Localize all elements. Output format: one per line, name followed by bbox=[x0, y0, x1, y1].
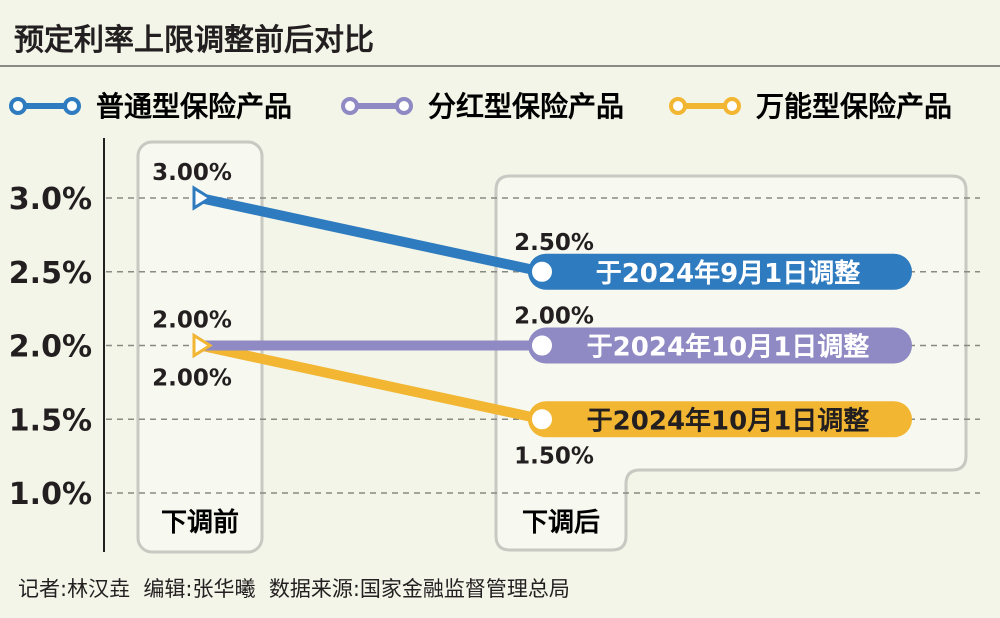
legend-label-universal: 万能型保险产品 bbox=[756, 90, 952, 123]
series-note-pill-0 bbox=[528, 253, 912, 290]
series-note-text-0: 于2024年9月1日调整 bbox=[596, 258, 861, 289]
category-label-before: 下调前 bbox=[161, 507, 239, 538]
legend-label-regular: 普通型保险产品 bbox=[96, 90, 292, 123]
series-label-after-0: 2.50% bbox=[514, 230, 594, 256]
series-point-before-0 bbox=[192, 185, 213, 211]
series-note-pill-1 bbox=[528, 327, 912, 364]
legend: 普通型保险产品 分红型保险产品 万能型保险产品 bbox=[9, 90, 952, 123]
series-point-after-1 bbox=[528, 331, 556, 360]
category-label-after: 下调后 bbox=[522, 508, 600, 538]
series-point-after-2 bbox=[528, 405, 556, 434]
legend-marker-universal-icon-2 bbox=[723, 97, 741, 115]
legend-label-dividend: 分红型保险产品 bbox=[428, 90, 624, 123]
legend-marker-dividend-icon-2 bbox=[395, 97, 413, 115]
y-tick-label-4: 3.0% bbox=[9, 182, 92, 217]
series-labels: 3.00% 2.50% 2.00% 2.00% 2.00% 1.50% bbox=[152, 160, 594, 469]
series-line-2 bbox=[198, 340, 544, 425]
legend-item-universal: 万能型保险产品 bbox=[669, 90, 952, 123]
footer-credits: 记者:林汉垚 编辑:张华曦 数据来源:国家金融监督管理总局 bbox=[18, 577, 570, 601]
series-label-after-1: 2.00% bbox=[514, 304, 594, 330]
y-tick-labels: 1.0% 1.5% 2.0% 2.5% 3.0% bbox=[9, 182, 92, 512]
series-label-after-2: 1.50% bbox=[514, 443, 594, 469]
series-point-after-0 bbox=[528, 257, 556, 286]
legend-marker-universal-icon bbox=[669, 97, 687, 115]
y-tick-label-0: 1.0% bbox=[9, 477, 92, 512]
series-markers bbox=[192, 185, 556, 434]
legend-item-dividend: 分红型保险产品 bbox=[341, 90, 624, 123]
legend-marker-dividend-icon bbox=[341, 97, 359, 115]
y-tick-label-2: 2.0% bbox=[9, 330, 92, 365]
y-tick-label-3: 2.5% bbox=[9, 256, 92, 291]
legend-item-regular: 普通型保险产品 bbox=[9, 90, 292, 123]
series-note-pill-2 bbox=[528, 401, 912, 438]
series-label-before-0: 3.00% bbox=[152, 160, 232, 186]
series-note-text-1: 于2024年10月1日调整 bbox=[587, 332, 870, 363]
legend-marker-regular-icon bbox=[9, 97, 27, 115]
y-tick-label-1: 1.5% bbox=[9, 403, 92, 438]
series-label-before-2: 2.00% bbox=[152, 366, 232, 392]
series-lines bbox=[198, 193, 544, 425]
series-line-0 bbox=[198, 193, 544, 277]
legend-marker-regular-icon-2 bbox=[63, 97, 81, 115]
series-label-before-1: 2.00% bbox=[152, 308, 232, 334]
series-note-text-2: 于2024年10月1日调整 bbox=[587, 405, 870, 436]
series-point-before-2 bbox=[192, 332, 213, 359]
chart-title: 预定利率上限调整前后对比 bbox=[14, 23, 374, 58]
